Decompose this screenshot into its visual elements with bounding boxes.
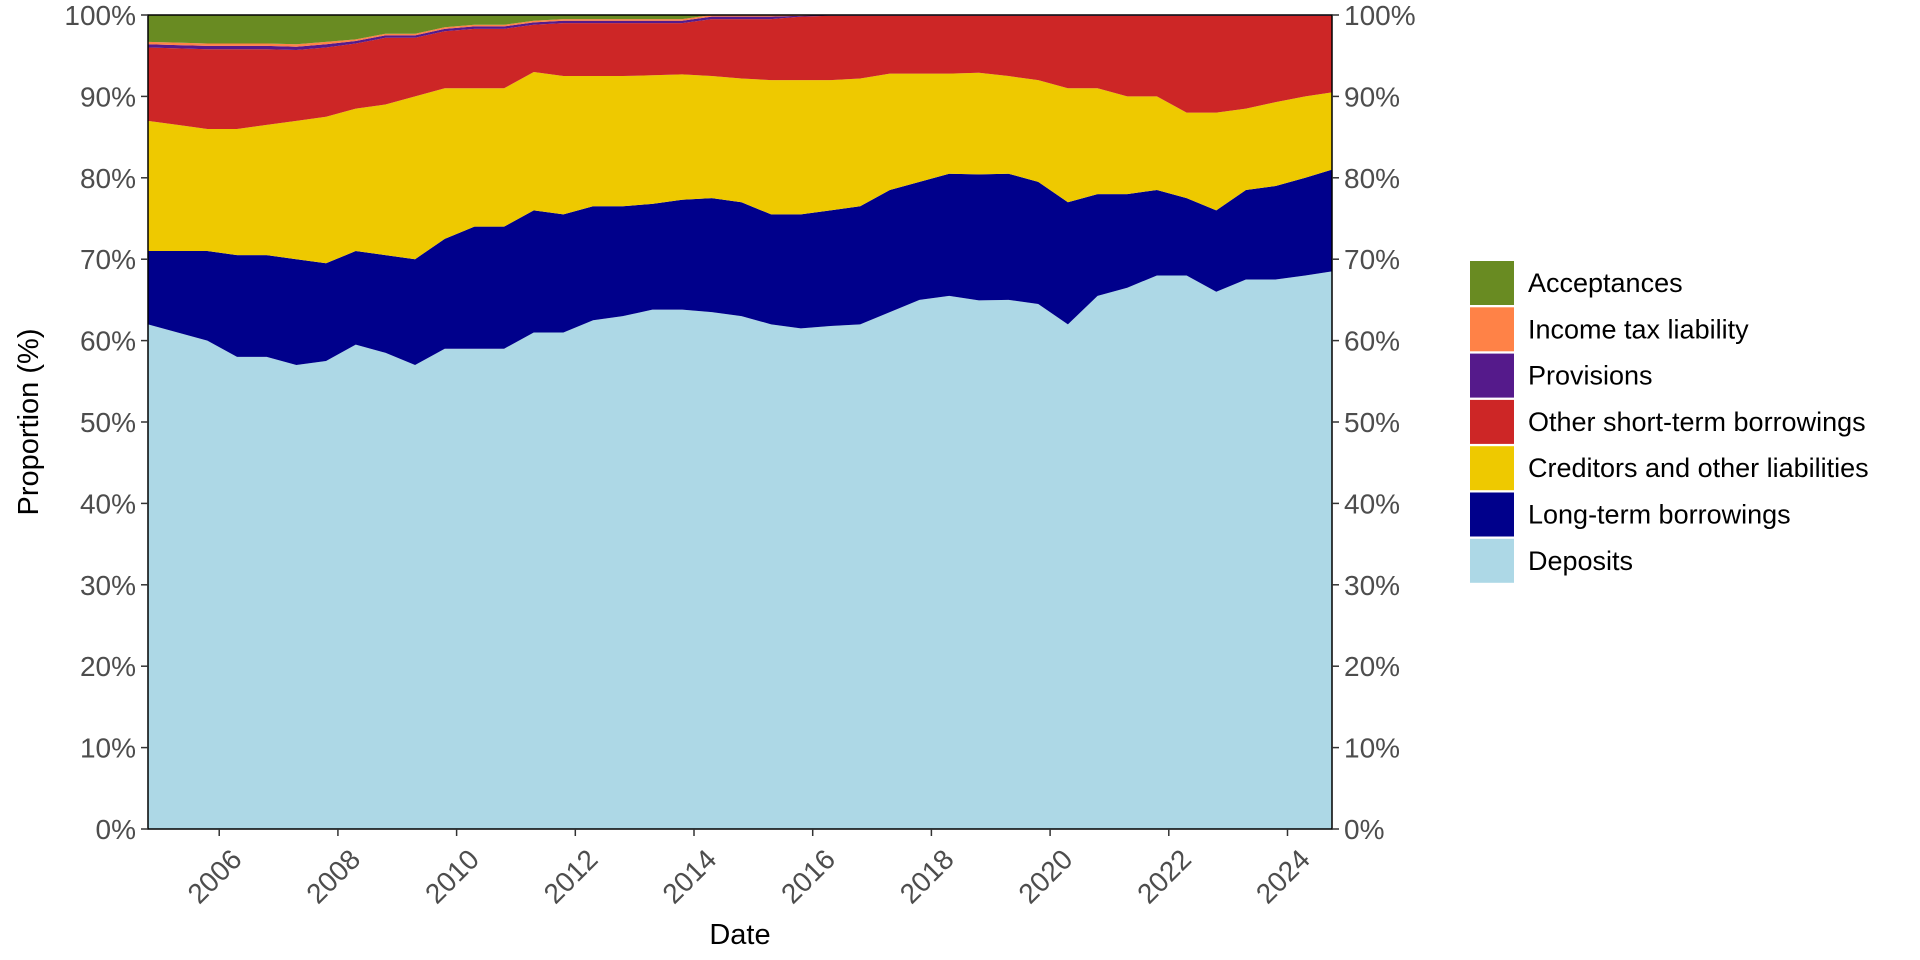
y-tick-label-left: 30% — [80, 570, 136, 601]
y-tick-label-left: 80% — [80, 163, 136, 194]
legend-key-deposits — [1470, 538, 1514, 583]
legend-key-provisions — [1470, 353, 1514, 398]
legend: Acceptances Income tax liability Provision… — [1470, 261, 1869, 583]
y-tick-label-left: 90% — [80, 81, 136, 112]
legend-label-long-term-borrowings: Long-term borrowings — [1528, 500, 1791, 530]
y-tick-label-right: 10% — [1344, 733, 1400, 764]
y-tick-label-left: 40% — [80, 488, 136, 519]
area-creditors-and-other-liabilities — [148, 71, 1332, 264]
legend-label-income-tax-liability: Income tax liability — [1528, 314, 1749, 344]
x-tick-label: 2024 — [1250, 843, 1316, 909]
area-deposits — [148, 271, 1332, 829]
legend-key-long-term-borrowings — [1470, 492, 1514, 537]
y-tick-label-right: 100% — [1344, 0, 1416, 31]
legend-label-other-short-term-borrowings: Other short-term borrowings — [1528, 407, 1866, 437]
x-axis: 2006 2008 2010 2012 2014 2016 2018 2020 2022 2024 — [182, 829, 1316, 909]
y-tick-label-left: 50% — [80, 407, 136, 438]
x-tick-label: 2020 — [1013, 843, 1079, 909]
area-acceptances — [148, 15, 1332, 45]
legend-key-creditors-and-other-liabilities — [1470, 446, 1514, 491]
y-tick-label-right: 60% — [1344, 326, 1400, 357]
y-tick-label-right: 40% — [1344, 488, 1400, 519]
y-tick-label-right: 50% — [1344, 407, 1400, 438]
x-tick-label: 2022 — [1131, 843, 1197, 909]
y-tick-label-right: 70% — [1344, 244, 1400, 275]
x-tick-label: 2018 — [894, 843, 960, 909]
y-tick-label-left: 10% — [80, 733, 136, 764]
area-long-term-borrowings — [148, 169, 1332, 366]
x-tick-label: 2014 — [656, 843, 722, 909]
y-tick-label-left: 0% — [96, 814, 136, 845]
legend-label-deposits: Deposits — [1528, 546, 1633, 576]
y-tick-label-left: 20% — [80, 651, 136, 682]
y-tick-label-left: 100% — [64, 0, 136, 31]
y-axis-title: Proportion (%) — [13, 329, 45, 516]
y-tick-label-left: 60% — [80, 326, 136, 357]
x-tick-label: 2006 — [182, 843, 248, 909]
legend-label-provisions: Provisions — [1528, 361, 1653, 391]
y-tick-label-right: 80% — [1344, 163, 1400, 194]
y-axis-left: 0% 10% 20% 30% 40% 50% 60% 70% 80% 90% 100% — [64, 0, 148, 845]
area-income-tax-liability — [148, 15, 1332, 47]
y-tick-label-right: 30% — [1344, 570, 1400, 601]
x-tick-label: 2016 — [775, 843, 841, 909]
y-tick-label-right: 20% — [1344, 651, 1400, 682]
y-tick-label-right: 90% — [1344, 81, 1400, 112]
legend-key-income-tax-liability — [1470, 307, 1514, 352]
x-tick-label: 2010 — [419, 843, 485, 909]
y-tick-label-right: 0% — [1344, 814, 1384, 845]
area-provisions — [148, 15, 1332, 50]
y-axis-right: 0% 10% 20% 30% 40% 50% 60% 70% 80% 90% 100% — [1332, 0, 1416, 845]
legend-label-acceptances: Acceptances — [1528, 268, 1683, 298]
x-tick-label: 2012 — [538, 843, 604, 909]
legend-key-acceptances — [1470, 261, 1514, 305]
y-tick-label-left: 70% — [80, 244, 136, 275]
x-axis-title: Date — [709, 919, 770, 951]
legend-label-creditors-and-other-liabilities: Creditors and other liabilities — [1528, 453, 1869, 483]
legend-key-other-short-term-borrowings — [1470, 399, 1514, 444]
x-tick-label: 2008 — [300, 843, 366, 909]
area-layers — [148, 15, 1332, 829]
area-other-short-term-borrowings — [148, 15, 1332, 129]
